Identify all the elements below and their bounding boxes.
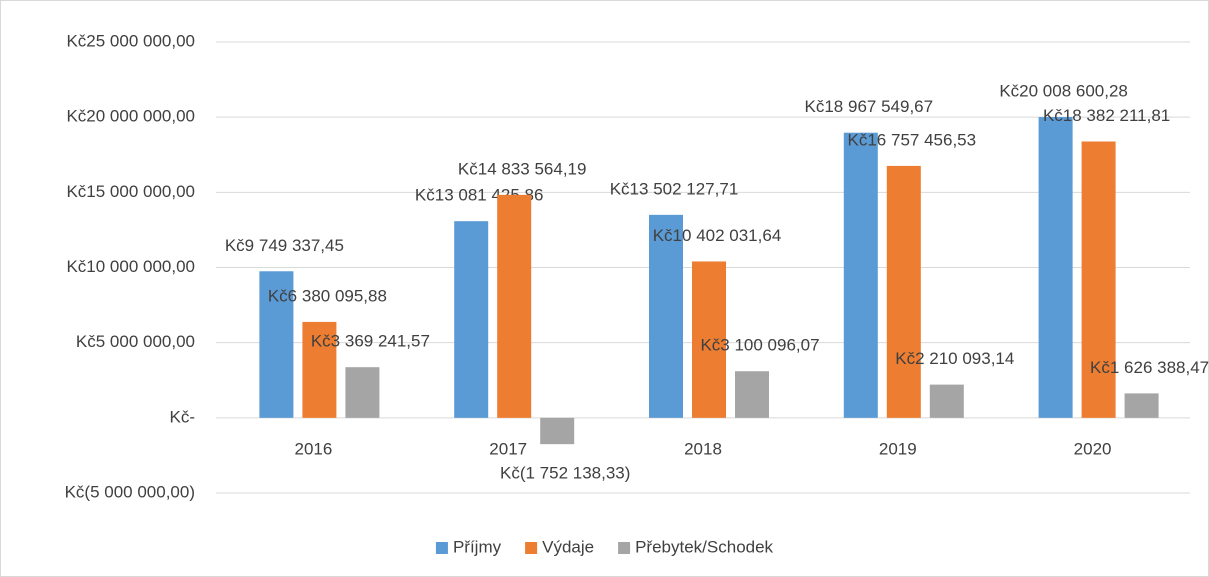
bar — [929, 384, 964, 418]
y-tick-label: Kč20 000 000,00 — [66, 107, 195, 126]
bar — [1124, 393, 1159, 418]
bar — [345, 367, 380, 418]
legend-swatch — [618, 542, 631, 554]
data-label: Kč3 100 096,07 — [700, 336, 819, 355]
x-tick-label: 2017 — [489, 439, 527, 458]
bar — [649, 214, 683, 418]
data-label: Kč6 380 095,88 — [268, 286, 387, 305]
data-label: Kč13 502 127,71 — [610, 179, 739, 198]
data-label: Kč1 626 388,47 — [1090, 358, 1209, 377]
bar — [886, 165, 921, 418]
data-label: Kč20 008 600,28 — [999, 82, 1128, 101]
legend-label: Přebytek/Schodek — [635, 537, 773, 556]
legend-label: Příjmy — [453, 537, 502, 556]
data-label: Kč9 749 337,45 — [225, 236, 344, 255]
y-tick-label: Kč10 000 000,00 — [66, 257, 195, 276]
bar — [735, 371, 769, 418]
bar — [1081, 141, 1116, 418]
bar — [454, 221, 489, 418]
bar — [843, 132, 878, 418]
y-tick-label: Kč25 000 000,00 — [66, 31, 195, 50]
y-tick-label: Kč(5 000 000,00) — [65, 482, 195, 501]
data-label: Kč10 402 031,64 — [653, 226, 782, 245]
x-tick-label: 2019 — [879, 439, 917, 458]
data-label: Kč(1 752 138,33) — [500, 464, 630, 483]
data-label: Kč14 833 564,19 — [458, 159, 587, 178]
bar — [540, 417, 575, 445]
bar — [497, 194, 532, 418]
y-tick-label: Kč15 000 000,00 — [66, 182, 195, 201]
bar — [692, 261, 726, 418]
legend-label: Výdaje — [542, 537, 594, 556]
bar — [1038, 117, 1073, 418]
x-tick-label: 2018 — [684, 439, 722, 458]
x-tick-label: 2020 — [1074, 439, 1112, 458]
data-label: Kč18 967 549,67 — [805, 97, 934, 116]
x-tick-label: 2016 — [294, 439, 332, 458]
bar — [302, 321, 337, 418]
bar — [259, 271, 294, 418]
data-label: Kč2 210 093,14 — [895, 349, 1014, 368]
y-tick-label: Kč5 000 000,00 — [76, 332, 195, 351]
legend-swatch — [435, 542, 448, 554]
data-label: Kč3 369 241,57 — [311, 332, 430, 351]
data-label: Kč18 382 211,81 — [1043, 106, 1170, 125]
data-label: Kč16 757 456,53 — [848, 130, 977, 149]
legend-swatch — [525, 542, 538, 554]
y-tick-label: Kč- — [170, 407, 196, 426]
